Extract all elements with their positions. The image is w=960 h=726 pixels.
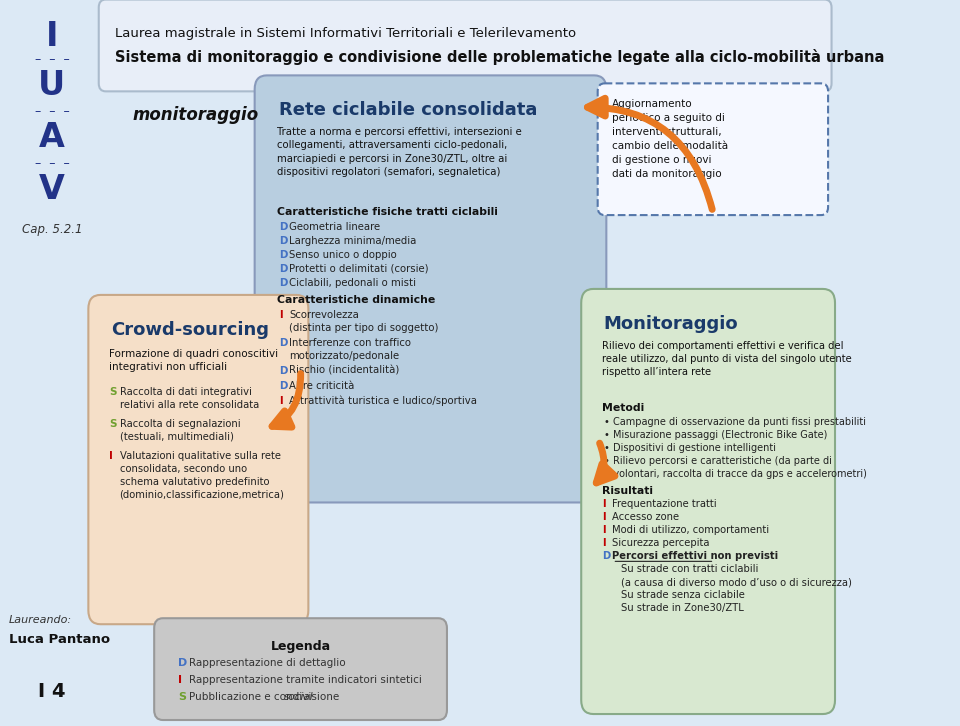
Text: Frequentazione tratti: Frequentazione tratti (612, 499, 717, 510)
Text: Accesso zone: Accesso zone (612, 513, 680, 523)
Text: relativi alla rete consolidata: relativi alla rete consolidata (120, 400, 259, 409)
Text: Cap. 5.2.1: Cap. 5.2.1 (22, 223, 83, 236)
Text: I: I (109, 451, 113, 460)
Text: motorizzato/pedonale: motorizzato/pedonale (289, 351, 399, 361)
Text: Scorrevolezza: Scorrevolezza (289, 310, 359, 320)
Text: Protetti o delimitati (corsie): Protetti o delimitati (corsie) (289, 264, 429, 274)
Text: Su strade in Zone30/ZTL: Su strade in Zone30/ZTL (621, 603, 744, 613)
Text: Crowd-sourcing: Crowd-sourcing (110, 321, 269, 339)
Text: Caratteristiche dinamiche: Caratteristiche dinamiche (277, 295, 436, 305)
Text: schema valutativo predefinito: schema valutativo predefinito (120, 476, 269, 486)
Text: S: S (109, 387, 117, 396)
Text: D: D (602, 551, 611, 561)
Text: Ciclabili, pedonali o misti: Ciclabili, pedonali o misti (289, 278, 417, 288)
FancyBboxPatch shape (88, 295, 308, 624)
Text: Raccolta di segnalazioni: Raccolta di segnalazioni (120, 419, 240, 428)
FancyBboxPatch shape (155, 619, 447, 720)
Text: D: D (279, 222, 287, 232)
Text: D: D (279, 264, 287, 274)
FancyBboxPatch shape (254, 76, 607, 502)
Text: I: I (602, 526, 606, 536)
Text: Su strade con tratti ciclabili: Su strade con tratti ciclabili (621, 564, 758, 574)
Text: Interferenze con traffico: Interferenze con traffico (289, 338, 411, 348)
Text: Rappresentazione di dettaglio: Rappresentazione di dettaglio (189, 658, 346, 668)
Text: Monitoraggio: Monitoraggio (604, 315, 738, 333)
Text: –  –  –: – – – (35, 158, 69, 170)
Text: Percorsi effettivi non previsti: Percorsi effettivi non previsti (612, 551, 779, 561)
Text: Rischio (incidentalità): Rischio (incidentalità) (289, 366, 399, 376)
Text: I: I (602, 513, 606, 523)
FancyBboxPatch shape (581, 289, 835, 714)
Text: volontari, raccolta di tracce da gps e accelerometri): volontari, raccolta di tracce da gps e a… (604, 468, 867, 478)
Text: social: social (284, 692, 313, 702)
Text: S: S (179, 692, 186, 702)
Text: Rete ciclabile consolidata: Rete ciclabile consolidata (279, 102, 538, 119)
Text: I: I (46, 20, 59, 52)
Text: Altre criticità: Altre criticità (289, 380, 354, 391)
Text: • Campagne di osservazione da punti fissi prestabiliti: • Campagne di osservazione da punti fiss… (604, 417, 866, 427)
Text: Modi di utilizzo, comportamenti: Modi di utilizzo, comportamenti (612, 526, 770, 536)
Text: D: D (179, 658, 188, 668)
Text: Geometria lineare: Geometria lineare (289, 222, 380, 232)
Text: Formazione di quadri conoscitivi
integrativi non ufficiali: Formazione di quadri conoscitivi integra… (109, 348, 278, 372)
Text: Luca Pantano: Luca Pantano (9, 633, 109, 646)
Text: (dominio,classificazione,metrica): (dominio,classificazione,metrica) (120, 489, 284, 499)
Text: Aggiornamento
periodico a seguito di
interventi strutturali,
cambio delle modali: Aggiornamento periodico a seguito di int… (612, 99, 728, 179)
Text: Senso unico o doppio: Senso unico o doppio (289, 250, 397, 260)
Text: Tratte a norma e percorsi effettivi, intersezioni e
collegamenti, attraversament: Tratte a norma e percorsi effettivi, int… (277, 127, 522, 177)
Text: Pubblicazione e condivisione: Pubblicazione e condivisione (189, 692, 343, 702)
Text: (distinta per tipo di soggetto): (distinta per tipo di soggetto) (289, 323, 439, 333)
Text: Laureando:: Laureando: (9, 615, 72, 625)
Text: D: D (279, 236, 287, 246)
Text: I: I (602, 539, 606, 548)
Text: I: I (179, 675, 182, 685)
Text: I: I (279, 396, 282, 406)
Text: A: A (39, 121, 65, 155)
Text: D: D (279, 380, 287, 391)
FancyBboxPatch shape (598, 83, 828, 215)
Text: Rappresentazione tramite indicatori sintetici: Rappresentazione tramite indicatori sint… (189, 675, 421, 685)
Text: Attrattività turistica e ludico/sportiva: Attrattività turistica e ludico/sportiva (289, 396, 477, 407)
Text: Sicurezza percepita: Sicurezza percepita (612, 539, 709, 548)
Text: I 4: I 4 (38, 682, 65, 701)
Text: –  –  –: – – – (35, 105, 69, 118)
Text: D: D (279, 366, 287, 376)
Text: S: S (109, 419, 117, 428)
Text: (testuali, multimediali): (testuali, multimediali) (120, 432, 233, 441)
Text: –  –  –: – – – (35, 54, 69, 67)
FancyBboxPatch shape (99, 0, 831, 91)
Text: I: I (279, 310, 282, 320)
Text: consolidata, secondo uno: consolidata, secondo uno (120, 464, 247, 473)
Text: • Dispositivi di gestione intelligenti: • Dispositivi di gestione intelligenti (604, 443, 776, 452)
Text: U: U (38, 70, 65, 102)
Text: Legenda: Legenda (271, 640, 330, 653)
Text: D: D (279, 278, 287, 288)
Text: I: I (602, 499, 606, 510)
Text: V: V (39, 174, 65, 206)
Text: Rilievo dei comportamenti effettivi e verifica del
reale utilizzo, dal punto di : Rilievo dei comportamenti effettivi e ve… (602, 340, 852, 378)
Text: • Misurazione passaggi (Electronic Bike Gate): • Misurazione passaggi (Electronic Bike … (604, 430, 828, 440)
Text: Metodi: Metodi (602, 403, 644, 412)
Text: monitoraggio: monitoraggio (132, 106, 258, 124)
Text: Valutazioni qualitative sulla rete: Valutazioni qualitative sulla rete (120, 451, 280, 460)
Text: • Rilievo percorsi e caratteristiche (da parte di: • Rilievo percorsi e caratteristiche (da… (604, 456, 831, 465)
Text: Laurea magistrale in Sistemi Informativi Territoriali e Telerilevamento: Laurea magistrale in Sistemi Informativi… (115, 28, 576, 41)
Text: Caratteristiche fisiche tratti ciclabili: Caratteristiche fisiche tratti ciclabili (277, 207, 498, 217)
Text: Risultati: Risultati (602, 486, 653, 496)
Text: D: D (279, 250, 287, 260)
Text: D: D (279, 338, 287, 348)
Text: Larghezza minima/media: Larghezza minima/media (289, 236, 417, 246)
Text: Su strade senza ciclabile: Su strade senza ciclabile (621, 590, 745, 600)
Text: Raccolta di dati integrativi: Raccolta di dati integrativi (120, 387, 252, 396)
Text: Sistema di monitoraggio e condivisione delle problematiche legate alla ciclo-mob: Sistema di monitoraggio e condivisione d… (115, 49, 884, 65)
Bar (0, 1, 102, 726)
Text: (a causa di diverso modo d’uso o di sicurezza): (a causa di diverso modo d’uso o di sicu… (621, 577, 852, 587)
